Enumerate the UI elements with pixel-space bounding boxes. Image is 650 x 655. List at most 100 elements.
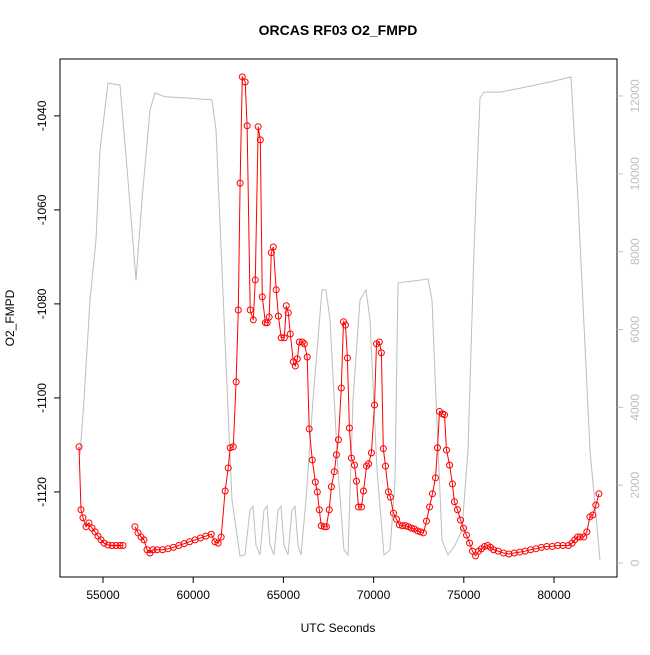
point <box>334 436 342 444</box>
point <box>379 445 387 453</box>
point <box>554 542 562 550</box>
point <box>446 461 454 469</box>
point <box>365 460 373 468</box>
point <box>322 523 330 531</box>
point <box>407 524 415 532</box>
x-tick-label: 80000 <box>537 588 571 602</box>
point <box>393 515 401 523</box>
point <box>100 539 108 547</box>
point <box>543 542 551 550</box>
y2-tick-label: 10000 <box>628 157 642 191</box>
point <box>277 334 285 342</box>
x-tick-label: 55000 <box>86 588 120 602</box>
point <box>457 516 465 524</box>
point <box>433 444 441 452</box>
point <box>303 353 311 361</box>
point <box>417 528 425 536</box>
point <box>261 319 269 327</box>
point <box>238 73 246 81</box>
chart-title: ORCAS RF03 O2_FMPD <box>259 22 418 38</box>
point <box>131 523 139 531</box>
point <box>77 506 85 514</box>
point <box>363 462 371 470</box>
point <box>75 443 83 451</box>
point <box>254 123 262 131</box>
point <box>466 539 474 547</box>
point <box>450 498 458 506</box>
point <box>332 451 340 459</box>
point <box>229 443 237 451</box>
point <box>325 506 333 514</box>
point <box>256 136 264 144</box>
x-tick-label: 60000 <box>177 588 211 602</box>
x-tick-label: 70000 <box>357 588 391 602</box>
point <box>214 539 222 547</box>
point <box>419 529 427 537</box>
y2-tick-label: 8000 <box>628 238 642 265</box>
point <box>298 338 306 346</box>
point <box>313 488 321 496</box>
point <box>327 483 335 491</box>
point <box>291 362 299 370</box>
point <box>453 506 461 514</box>
point <box>382 462 390 470</box>
point <box>431 474 439 482</box>
y2-tick-label: 4000 <box>628 394 642 421</box>
point <box>272 286 280 294</box>
point <box>258 293 266 301</box>
point <box>282 302 290 310</box>
point <box>243 122 251 130</box>
point <box>337 384 345 392</box>
point <box>280 334 288 342</box>
point <box>241 78 249 86</box>
point <box>308 456 316 464</box>
point <box>580 533 588 541</box>
point <box>343 354 351 362</box>
y-tick-label: -1040 <box>35 100 49 131</box>
point <box>463 531 471 539</box>
y-axis-label: O2_FMPD <box>3 289 17 346</box>
point <box>269 243 277 251</box>
point <box>284 309 292 317</box>
point <box>490 546 498 554</box>
point <box>386 493 394 501</box>
point <box>300 340 308 348</box>
point <box>315 506 323 514</box>
point <box>367 449 375 457</box>
point <box>246 306 254 314</box>
point <box>221 487 229 495</box>
point <box>426 503 434 511</box>
point <box>274 312 282 320</box>
point <box>207 530 215 538</box>
point <box>341 321 349 329</box>
series-line <box>79 76 601 560</box>
point <box>85 519 93 527</box>
y2-tick-label: 6000 <box>628 316 642 343</box>
point <box>354 503 362 511</box>
point <box>448 480 456 488</box>
point <box>293 355 301 363</box>
y-tick-label: -1060 <box>35 194 49 225</box>
point <box>360 487 368 495</box>
point <box>232 378 240 386</box>
point <box>559 542 567 550</box>
point <box>286 330 294 338</box>
point <box>442 446 450 454</box>
point <box>224 464 232 472</box>
point <box>389 509 397 517</box>
point <box>251 276 259 284</box>
point <box>358 503 366 511</box>
point <box>428 490 436 498</box>
x-axis-label: UTC Seconds <box>301 621 376 635</box>
point <box>119 542 127 550</box>
point <box>317 522 325 530</box>
point <box>112 542 120 550</box>
point <box>583 528 591 536</box>
point <box>234 306 242 314</box>
point <box>472 552 480 560</box>
point <box>149 546 157 554</box>
y-tick-label: -1080 <box>35 288 49 319</box>
point <box>330 468 338 476</box>
point <box>592 501 600 509</box>
